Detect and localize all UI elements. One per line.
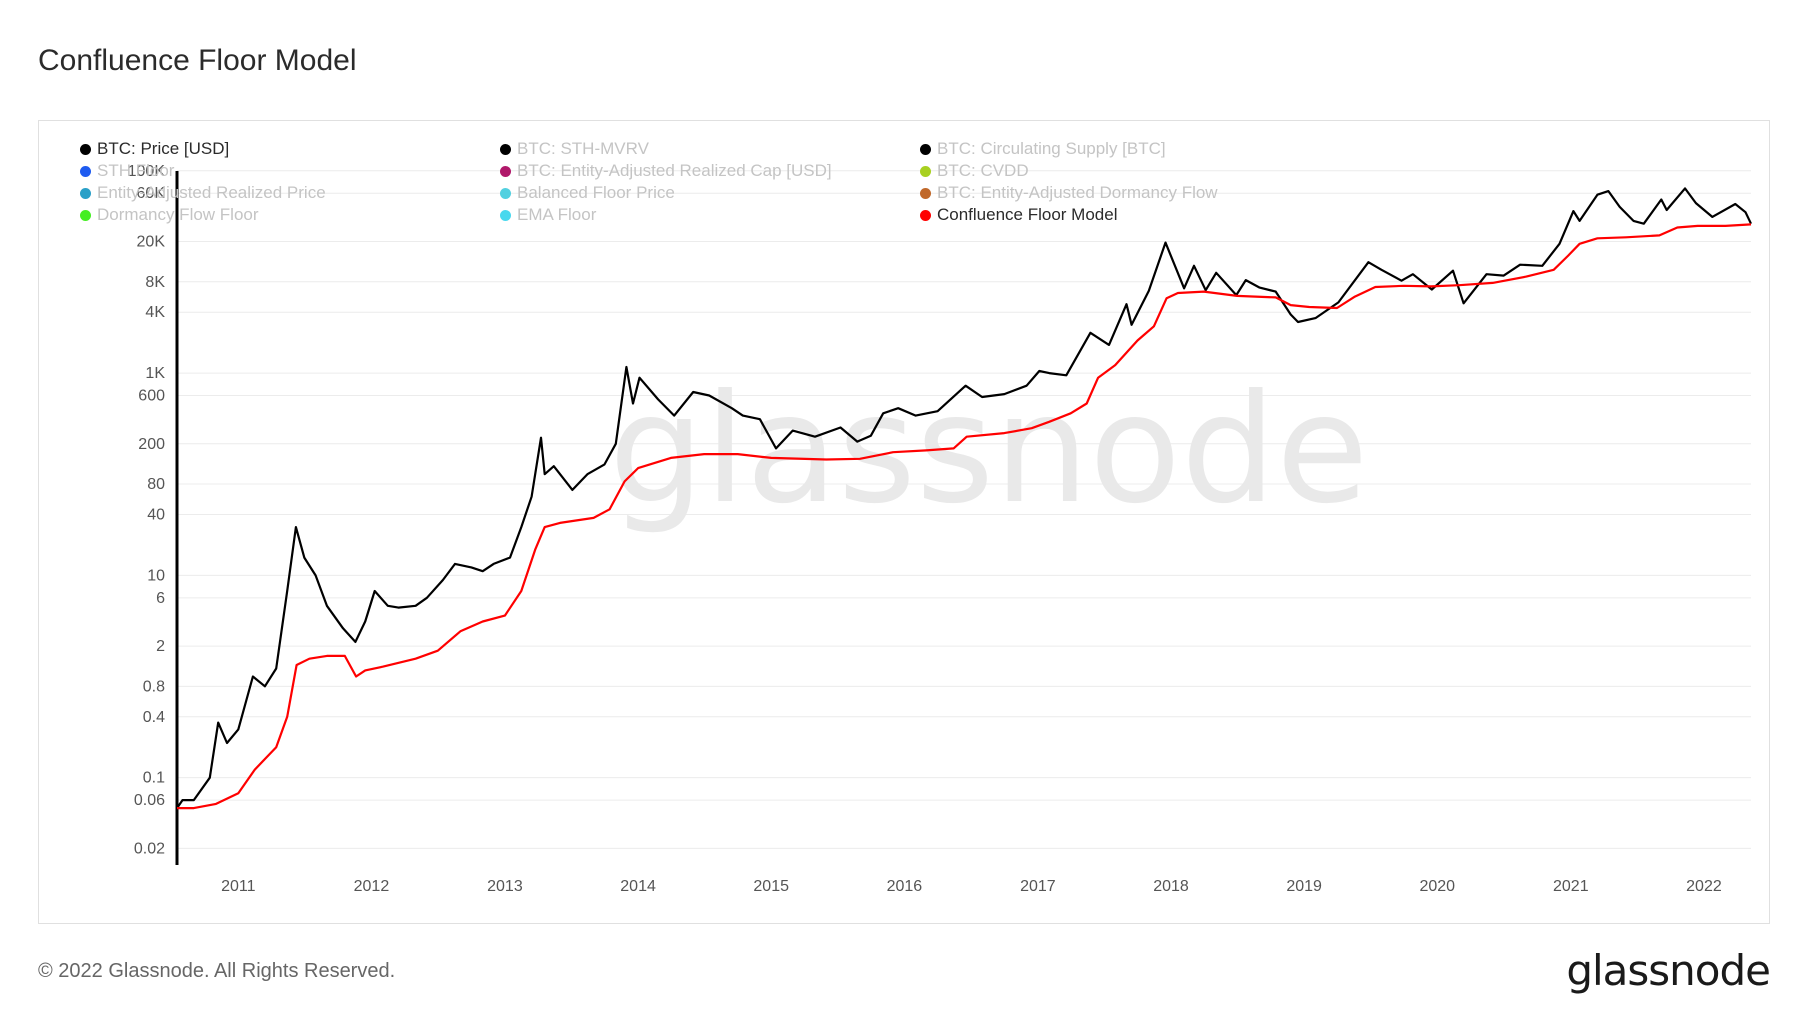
legend-label: BTC: Price [USD] bbox=[97, 139, 230, 158]
copyright-text: © 2022 Glassnode. All Rights Reserved. bbox=[38, 960, 396, 982]
glassnode-logo[interactable]: glassnode bbox=[1566, 946, 1771, 995]
x-tick-label: 2016 bbox=[887, 878, 923, 895]
legend-label: Entity-Adjusted Realized Price bbox=[97, 183, 326, 202]
legend-label: STH Floor bbox=[97, 161, 175, 180]
x-tick-label: 2017 bbox=[1020, 878, 1056, 895]
x-tick-label: 2022 bbox=[1686, 878, 1722, 895]
y-axis-labels: 100K 60K 20K 8K 4K 1K 600 200 80 40 10 6 2 0.8 0.4 0.1 0… bbox=[128, 163, 166, 858]
legend-dot bbox=[920, 188, 931, 199]
y-tick-label: 0.06 bbox=[134, 792, 165, 809]
y-tick-label: 600 bbox=[138, 388, 165, 405]
x-tick-label: 2015 bbox=[753, 878, 789, 895]
legend-item-btc-price[interactable]: BTC: Price [USD] bbox=[80, 139, 229, 159]
legend-dot bbox=[920, 144, 931, 155]
y-tick-label: 4K bbox=[145, 304, 165, 321]
legend-item-dormancy-flow-floor[interactable]: Dormancy Flow Floor bbox=[80, 205, 259, 225]
legend-item-ema-floor[interactable]: EMA Floor bbox=[500, 205, 596, 225]
chart-frame: glassnode 100K 60K 20K 8K 4K 1K 600 200 80 40 10 6 2… bbox=[38, 120, 1770, 924]
legend-dot bbox=[500, 188, 511, 199]
y-tick-label: 20K bbox=[137, 234, 166, 251]
legend-dot bbox=[500, 144, 511, 155]
legend-item-entity-adjusted-realized-price[interactable]: Entity-Adjusted Realized Price bbox=[80, 183, 326, 203]
watermark-text: glassnode bbox=[609, 363, 1368, 537]
x-tick-label: 2019 bbox=[1286, 878, 1322, 895]
legend-dot bbox=[920, 166, 931, 177]
chart-legend: BTC: Price [USD] BTC: STH-MVRV BTC: Circ… bbox=[80, 139, 1340, 231]
legend-label: Dormancy Flow Floor bbox=[97, 205, 259, 224]
y-tick-label: 60K bbox=[137, 185, 166, 202]
y-tick-label: 8K bbox=[145, 274, 165, 291]
y-tick-label: 10 bbox=[147, 567, 165, 584]
legend-item-cvdd[interactable]: BTC: CVDD bbox=[920, 161, 1029, 181]
y-tick-label: 0.8 bbox=[143, 678, 165, 695]
legend-label: BTC: STH-MVRV bbox=[517, 139, 649, 158]
legend-dot bbox=[80, 166, 91, 177]
legend-dot bbox=[80, 188, 91, 199]
series-lines bbox=[176, 187, 1752, 810]
y-tick-label: 40 bbox=[147, 506, 165, 523]
x-axis-labels: 2011 2012 2013 2014 2015 2016 2017 2018 2019 2020… bbox=[221, 878, 1722, 895]
legend-label: Confluence Floor Model bbox=[937, 205, 1118, 224]
legend-label: BTC: CVDD bbox=[937, 161, 1029, 180]
series-line-confluence-floor-model[interactable] bbox=[177, 223, 1752, 810]
legend-label: EMA Floor bbox=[517, 205, 597, 224]
y-tick-label: 100K bbox=[128, 163, 166, 180]
legend-item-circulating-supply[interactable]: BTC: Circulating Supply [BTC] bbox=[920, 139, 1166, 159]
legend-item-sth-floor[interactable]: STH Floor bbox=[80, 161, 174, 181]
x-tick-label: 2018 bbox=[1153, 878, 1189, 895]
x-tick-label: 2020 bbox=[1419, 878, 1455, 895]
y-tick-label: 200 bbox=[138, 436, 165, 453]
x-tick-label: 2012 bbox=[354, 878, 390, 895]
legend-item-entity-adjusted-realized-cap[interactable]: BTC: Entity-Adjusted Realized Cap [USD] bbox=[500, 161, 832, 181]
legend-item-balanced-floor-price[interactable]: Balanced Floor Price bbox=[500, 183, 675, 203]
x-tick-label: 2011 bbox=[221, 878, 256, 895]
legend-label: BTC: Entity-Adjusted Realized Cap [USD] bbox=[517, 161, 832, 180]
y-tick-label: 1K bbox=[145, 365, 165, 382]
y-tick-label: 80 bbox=[147, 476, 165, 493]
page-title: Confluence Floor Model bbox=[38, 44, 357, 77]
legend-item-sth-mvrv[interactable]: BTC: STH-MVRV bbox=[500, 139, 649, 159]
legend-label: BTC: Entity-Adjusted Dormancy Flow bbox=[937, 183, 1218, 202]
x-tick-label: 2013 bbox=[487, 878, 523, 895]
y-tick-label: 0.4 bbox=[143, 709, 165, 726]
legend-dot bbox=[500, 166, 511, 177]
series-line-btc-price-usd[interactable] bbox=[176, 187, 1752, 809]
chart-canvas[interactable]: glassnode 100K 60K 20K 8K 4K 1K 600 200 80 40 10 6 2… bbox=[39, 121, 1771, 925]
y-tick-label: 0.02 bbox=[134, 840, 165, 857]
legend-item-confluence-floor-model[interactable]: Confluence Floor Model bbox=[920, 205, 1117, 225]
legend-item-dormancy-flow[interactable]: BTC: Entity-Adjusted Dormancy Flow bbox=[920, 183, 1218, 203]
y-tick-label: 0.1 bbox=[143, 770, 165, 787]
x-tick-label: 2021 bbox=[1553, 878, 1589, 895]
legend-label: BTC: Circulating Supply [BTC] bbox=[937, 139, 1166, 158]
y-tick-label: 2 bbox=[156, 638, 165, 655]
y-tick-label: 6 bbox=[156, 590, 165, 607]
x-tick-label: 2014 bbox=[620, 878, 656, 895]
legend-label: Balanced Floor Price bbox=[517, 183, 675, 202]
legend-dot bbox=[500, 210, 511, 221]
legend-dot bbox=[80, 210, 91, 221]
grid-lines bbox=[177, 170, 1751, 849]
legend-dot bbox=[920, 210, 931, 221]
legend-dot bbox=[80, 144, 91, 155]
